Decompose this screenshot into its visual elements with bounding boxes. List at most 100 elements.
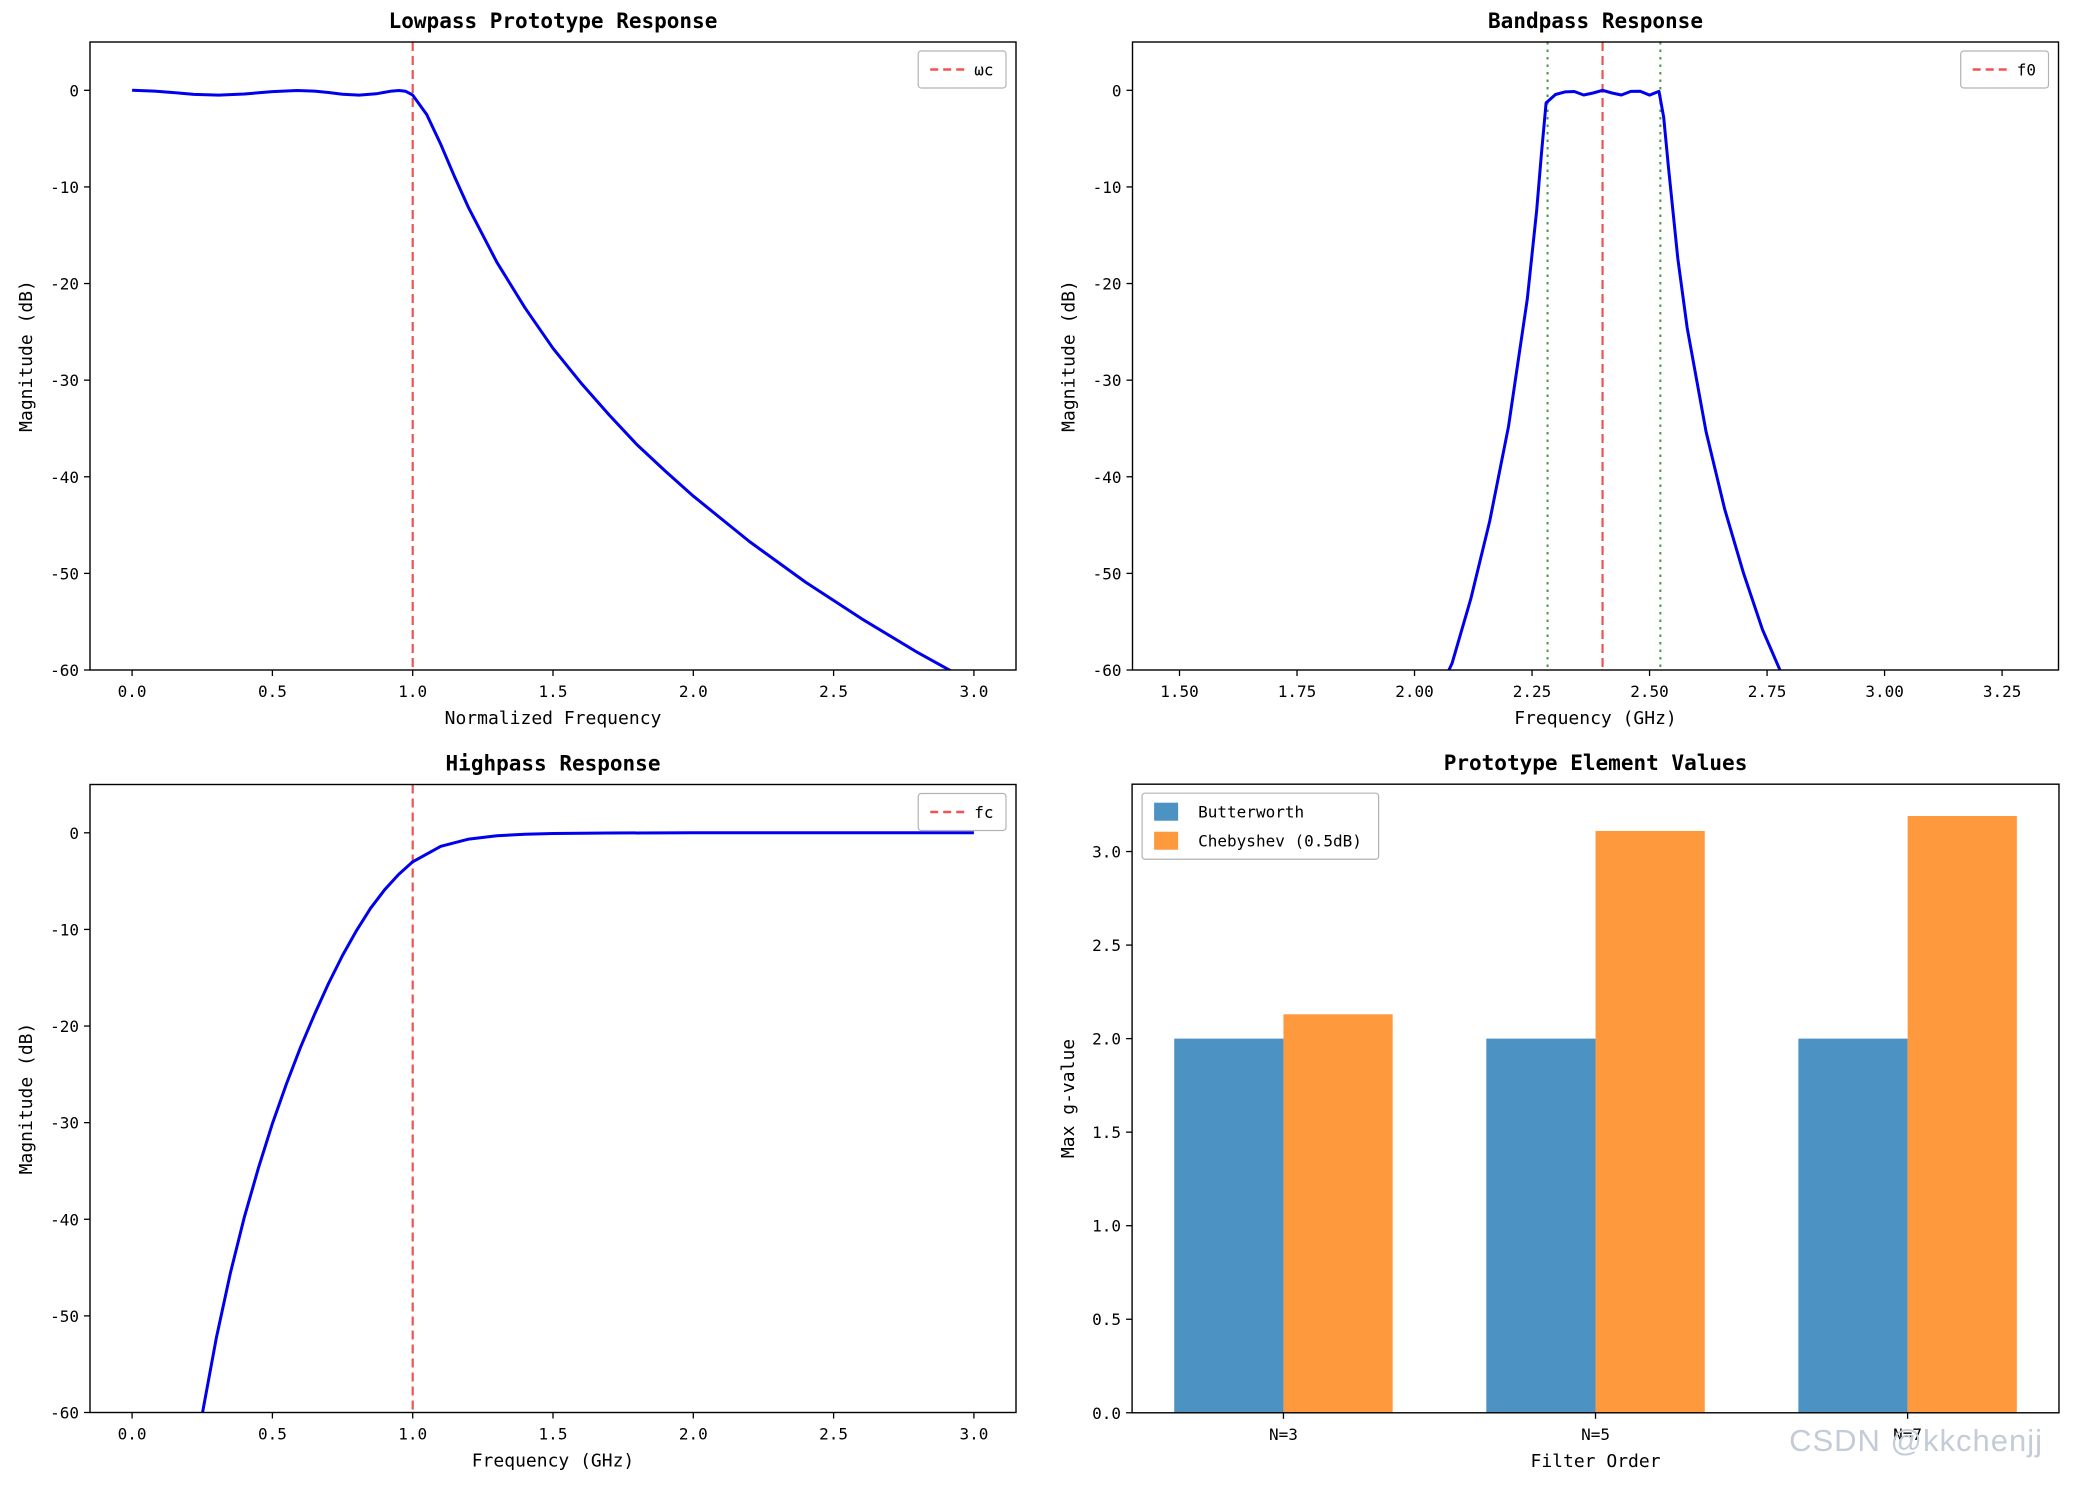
y-tick-label: -60	[50, 1404, 79, 1423]
y-tick-label: 0.5	[1092, 1310, 1121, 1329]
plot-spines	[1131, 783, 2060, 1414]
legend-box	[1141, 792, 1380, 860]
y-axis-label: Max g-value	[1058, 1039, 1079, 1158]
panel-bandpass: 1.50 1.75 2.00 2.25 2.50 2.75 3.00 3.25 0 -10 -20 -…	[1042, 0, 2085, 742]
y-tick-label: 2.5	[1092, 936, 1121, 955]
x-tick-label: 3.0	[959, 1425, 988, 1444]
x-tick-label: 0.0	[118, 1425, 147, 1444]
chart-prototype-element-values: N=3 N=5 N=7 0.0 0.5 1.0 1.5 2.0 2.5 3.0 Prototype …	[1058, 750, 2060, 1472]
legend-label: f0	[2017, 61, 2036, 80]
y-tick-label: -40	[50, 468, 79, 487]
plot-spines	[89, 41, 1017, 671]
plot-spines	[1131, 41, 2060, 671]
x-tick-label: 3.00	[1865, 682, 1904, 701]
chart-title: Bandpass Response	[1488, 9, 1703, 33]
response-curve	[201, 831, 974, 1413]
x-axis-label: Filter Order	[1531, 1451, 1661, 1472]
y-tick-label: 0.0	[1092, 1404, 1121, 1423]
chart-highpass-response: 0.0 0.5 1.0 1.5 2.0 2.5 3.0 0 -10 -20 -30 -40 -50 -60…	[16, 752, 1017, 1472]
y-axis-label: Magnitude (dB)	[16, 1023, 37, 1175]
x-tick-label: 2.5	[819, 682, 848, 701]
legend: fc	[917, 792, 1007, 832]
x-tick-label: 0.5	[258, 682, 287, 701]
chart-bandpass-response: 1.50 1.75 2.00 2.25 2.50 2.75 3.00 3.25 0 -10 -20 -…	[1059, 9, 2060, 729]
x-category-label: N=7	[1893, 1425, 1922, 1444]
y-tick-label: -50	[50, 564, 79, 583]
x-tick-label: 1.0	[398, 1425, 427, 1444]
bar-chebyshev-0-5db--n-3	[1283, 1014, 1393, 1413]
y-tick-label: -20	[1093, 275, 1122, 294]
y-tick-label: -10	[50, 920, 79, 939]
y-tick-label: -20	[50, 275, 79, 294]
x-tick-label: 2.75	[1748, 682, 1787, 701]
y-tick-label: -10	[1093, 178, 1122, 197]
x-tick-label: 2.0	[679, 1425, 708, 1444]
chart-title: Lowpass Prototype Response	[389, 9, 718, 33]
bar-chebyshev-0-5db--n-5	[1595, 830, 1705, 1413]
y-tick-label: -40	[1093, 468, 1122, 487]
x-tick-label: 1.5	[539, 1425, 568, 1444]
bar-butterworth-n-3	[1174, 1038, 1284, 1413]
y-tick-label: -10	[50, 178, 79, 197]
y-tick-label: -40	[50, 1210, 79, 1229]
x-tick-label: 2.25	[1513, 682, 1552, 701]
response-curve	[132, 88, 953, 670]
x-tick-label: 2.00	[1395, 682, 1434, 701]
x-category-label: N=5	[1581, 1425, 1610, 1444]
x-axis-label: Frequency (GHz)	[472, 1451, 635, 1472]
y-tick-label: 0	[69, 824, 79, 843]
legend-patch-marker	[1154, 831, 1179, 850]
x-tick-label: 1.5	[539, 682, 568, 701]
y-tick-label: 1.0	[1092, 1217, 1121, 1236]
y-tick-label: -60	[1093, 661, 1122, 680]
panel-prototype-elements: N=3 N=5 N=7 0.0 0.5 1.0 1.5 2.0 2.5 3.0 Prototype …	[1042, 742, 2085, 1485]
x-tick-label: 2.5	[819, 1425, 848, 1444]
x-tick-label: 3.25	[1983, 682, 2022, 701]
y-tick-label: 0	[69, 81, 79, 100]
x-axis-label: Normalized Frequency	[445, 708, 662, 729]
y-tick-label: -50	[50, 1307, 79, 1326]
watermark: CSDN @kkchenjj	[1789, 1423, 2043, 1458]
x-tick-label: 1.50	[1160, 682, 1199, 701]
bar-butterworth-n-5	[1486, 1038, 1596, 1413]
y-tick-label: 1.5	[1092, 1123, 1121, 1142]
chart-title: Prototype Element Values	[1444, 750, 1748, 775]
response-curve	[1447, 88, 1782, 670]
x-tick-label: 0.0	[118, 682, 147, 701]
y-tick-label: -30	[50, 371, 79, 390]
panel-lowpass-prototype: 0.0 0.5 1.0 1.5 2.0 2.5 3.0 0 -10 -20 -30 -40 -50 -60…	[0, 0, 1042, 742]
y-tick-label: -20	[50, 1017, 79, 1036]
y-tick-label: -30	[50, 1114, 79, 1133]
y-tick-label: 2.0	[1092, 1030, 1121, 1049]
bar-butterworth-n-7	[1798, 1038, 1908, 1413]
y-tick-label: -60	[50, 661, 79, 680]
x-tick-label: 0.5	[258, 1425, 287, 1444]
x-tick-label: 1.75	[1278, 682, 1317, 701]
legend-patch-marker	[1154, 802, 1179, 821]
chart-title: Highpass Response	[446, 752, 661, 776]
panel-highpass: 0.0 0.5 1.0 1.5 2.0 2.5 3.0 0 -10 -20 -30 -40 -50 -60…	[0, 742, 1042, 1485]
y-tick-label: -50	[1093, 564, 1122, 583]
legend-label: fc	[974, 803, 993, 822]
legend-label: Chebyshev (0.5dB)	[1198, 832, 1362, 851]
chart-lowpass-prototype-response: 0.0 0.5 1.0 1.5 2.0 2.5 3.0 0 -10 -20 -30 -40 -50 -60…	[16, 9, 1017, 729]
x-tick-label: 1.0	[398, 682, 427, 701]
legend: ωc	[917, 50, 1007, 89]
x-axis-label: Frequency (GHz)	[1514, 708, 1677, 729]
y-tick-label: -30	[1093, 371, 1122, 390]
x-tick-label: 3.0	[959, 682, 988, 701]
legend-label: ωc	[974, 61, 993, 80]
x-tick-label: 2.0	[679, 682, 708, 701]
legend-label: Butterworth	[1198, 803, 1304, 822]
legend: Butterworth Chebyshev (0.5dB)	[1141, 792, 1380, 860]
y-tick-label: 3.0	[1092, 843, 1121, 862]
plot-spines	[89, 783, 1017, 1414]
x-tick-label: 2.50	[1630, 682, 1669, 701]
y-axis-label: Magnitude (dB)	[16, 280, 37, 432]
y-tick-label: 0	[1112, 81, 1122, 100]
y-axis-label: Magnitude (dB)	[1059, 280, 1080, 432]
bar-chebyshev-0-5db--n-7	[1907, 815, 2017, 1413]
x-category-label: N=3	[1269, 1425, 1298, 1444]
legend: f0	[1960, 50, 2050, 89]
